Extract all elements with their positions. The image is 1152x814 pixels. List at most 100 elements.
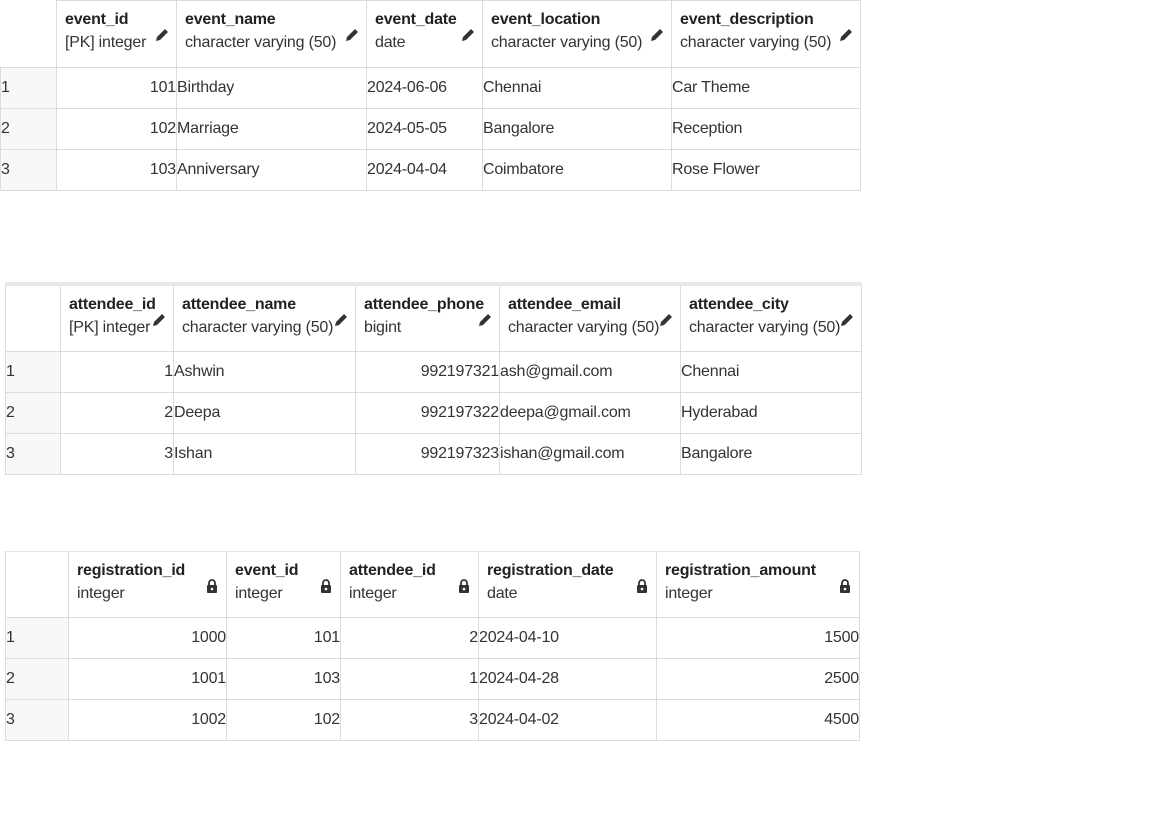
cell-attendee-name[interactable]: Deepa (173, 391, 356, 434)
row-number-header (5, 282, 61, 352)
cell-attendee-id[interactable]: 1 (340, 658, 479, 700)
row-number[interactable]: 3 (5, 432, 61, 475)
cell-registration-id[interactable]: 1000 (68, 617, 227, 659)
table-row[interactable]: 1 1000 101 2 2024-04-10 1500 (5, 617, 860, 659)
cell-attendee-phone[interactable]: 992197323 (355, 432, 500, 475)
pencil-icon[interactable] (154, 27, 170, 43)
column-name: attendee_id (349, 562, 436, 579)
cell-attendee-phone[interactable]: 992197322 (355, 391, 500, 434)
cell-event-id[interactable]: 103 (226, 658, 341, 700)
lock-icon (459, 579, 469, 593)
cell-registration-id[interactable]: 1001 (68, 658, 227, 700)
column-header-registration-date[interactable]: registration_date date (478, 551, 657, 618)
cell-event-date[interactable]: 2024-05-05 (366, 108, 483, 150)
row-number-header (5, 551, 69, 618)
row-number[interactable]: 2 (0, 108, 57, 150)
cell-registration-amount[interactable]: 2500 (656, 658, 860, 700)
column-header-event-id[interactable]: event_id integer (226, 551, 341, 618)
cell-event-name[interactable]: Anniversary (176, 149, 367, 191)
pencil-icon[interactable] (839, 312, 855, 328)
table-row[interactable]: 2 2 Deepa 992197322 deepa@gmail.com Hyde… (5, 391, 862, 434)
table-row[interactable]: 2 102 Marriage 2024-05-05 Bangalore Rece… (0, 108, 861, 150)
column-header-attendee-email[interactable]: attendee_email character varying (50) (499, 282, 681, 352)
cell-attendee-name[interactable]: Ishan (173, 432, 356, 475)
cell-registration-date[interactable]: 2024-04-10 (478, 617, 657, 659)
cell-event-id[interactable]: 102 (56, 108, 177, 150)
cell-attendee-email[interactable]: ishan@gmail.com (499, 432, 681, 475)
table-row[interactable]: 1 1 Ashwin 992197321 ash@gmail.com Chenn… (5, 350, 862, 393)
cell-registration-id[interactable]: 1002 (68, 699, 227, 741)
column-header-event-location[interactable]: event_location character varying (50) (482, 0, 672, 68)
column-header-event-id[interactable]: event_id [PK] integer (56, 0, 177, 68)
column-type: [PK] integer (65, 34, 147, 51)
column-name: event_location (491, 11, 601, 28)
column-type: integer (77, 585, 125, 602)
cell-event-location[interactable]: Coimbatore (482, 149, 672, 191)
cell-event-id[interactable]: 102 (226, 699, 341, 741)
cell-registration-date[interactable]: 2024-04-02 (478, 699, 657, 741)
cell-event-description[interactable]: Reception (671, 108, 861, 150)
cell-event-name[interactable]: Marriage (176, 108, 367, 150)
cell-attendee-city[interactable]: Bangalore (680, 432, 862, 475)
table-row[interactable]: 3 103 Anniversary 2024-04-04 Coimbatore … (0, 149, 861, 191)
table-row[interactable]: 3 1002 102 3 2024-04-02 4500 (5, 699, 860, 741)
cell-attendee-id[interactable]: 3 (340, 699, 479, 741)
column-header-attendee-id[interactable]: attendee_id integer (340, 551, 479, 618)
cell-attendee-email[interactable]: deepa@gmail.com (499, 391, 681, 434)
column-header-attendee-id[interactable]: attendee_id [PK] integer (60, 282, 174, 352)
cell-registration-amount[interactable]: 1500 (656, 617, 860, 659)
cell-event-date[interactable]: 2024-06-06 (366, 67, 483, 109)
cell-registration-date[interactable]: 2024-04-28 (478, 658, 657, 700)
cell-attendee-id[interactable]: 2 (340, 617, 479, 659)
cell-event-description[interactable]: Rose Flower (671, 149, 861, 191)
row-number[interactable]: 2 (5, 658, 69, 700)
row-number[interactable]: 1 (5, 350, 61, 393)
cell-event-date[interactable]: 2024-04-04 (366, 149, 483, 191)
pencil-icon[interactable] (477, 312, 493, 328)
cell-attendee-phone[interactable]: 992197321 (355, 350, 500, 393)
column-type: integer (665, 585, 713, 602)
cell-event-id[interactable]: 103 (56, 149, 177, 191)
cell-event-location[interactable]: Chennai (482, 67, 672, 109)
table-row[interactable]: 2 1001 103 1 2024-04-28 2500 (5, 658, 860, 700)
pencil-icon[interactable] (460, 27, 476, 43)
column-name: attendee_phone (364, 296, 484, 313)
column-header-registration-amount[interactable]: registration_amount integer (656, 551, 860, 618)
cell-event-id[interactable]: 101 (226, 617, 341, 659)
attendees-table: attendee_id [PK] integer attendee_name cha… (5, 282, 862, 475)
column-name: registration_date (487, 562, 614, 579)
cell-attendee-id[interactable]: 1 (60, 350, 174, 393)
cell-attendee-id[interactable]: 3 (60, 432, 174, 475)
row-number[interactable]: 1 (0, 67, 57, 109)
cell-attendee-name[interactable]: Ashwin (173, 350, 356, 393)
row-number[interactable]: 3 (0, 149, 57, 191)
column-header-attendee-name[interactable]: attendee_name character varying (50) (173, 282, 356, 352)
pencil-icon[interactable] (333, 312, 349, 328)
column-header-registration-id[interactable]: registration_id integer (68, 551, 227, 618)
column-header-event-name[interactable]: event_name character varying (50) (176, 0, 367, 68)
pencil-icon[interactable] (838, 27, 854, 43)
table-row[interactable]: 3 3 Ishan 992197323 ishan@gmail.com Bang… (5, 432, 862, 475)
cell-attendee-email[interactable]: ash@gmail.com (499, 350, 681, 393)
pencil-icon[interactable] (151, 312, 167, 328)
table-row[interactable]: 1 101 Birthday 2024-06-06 Chennai Car Th… (0, 67, 861, 109)
cell-registration-amount[interactable]: 4500 (656, 699, 860, 741)
cell-attendee-city[interactable]: Chennai (680, 350, 862, 393)
column-header-event-description[interactable]: event_description character varying (50) (671, 0, 861, 68)
pencil-icon[interactable] (344, 27, 360, 43)
column-header-event-date[interactable]: event_date date (366, 0, 483, 68)
cell-attendee-city[interactable]: Hyderabad (680, 391, 862, 434)
cell-event-location[interactable]: Bangalore (482, 108, 672, 150)
cell-event-description[interactable]: Car Theme (671, 67, 861, 109)
row-number[interactable]: 1 (5, 617, 69, 659)
pencil-icon[interactable] (658, 312, 674, 328)
cell-event-id[interactable]: 101 (56, 67, 177, 109)
column-header-attendee-city[interactable]: attendee_city character varying (50) (680, 282, 862, 352)
pencil-icon[interactable] (649, 27, 665, 43)
cell-attendee-id[interactable]: 2 (60, 391, 174, 434)
row-number[interactable]: 3 (5, 699, 69, 741)
row-number[interactable]: 2 (5, 391, 61, 434)
column-type: bigint (364, 319, 402, 336)
cell-event-name[interactable]: Birthday (176, 67, 367, 109)
